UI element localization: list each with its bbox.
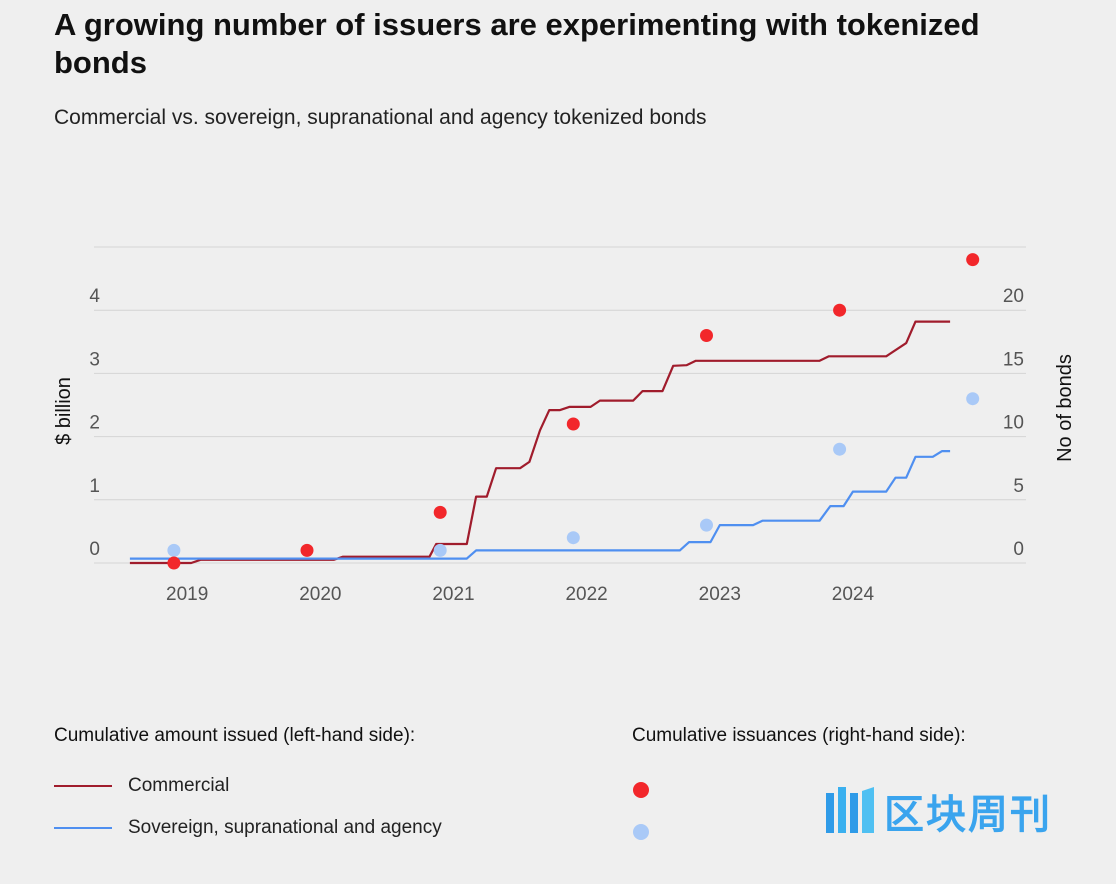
x-tick-label: 2020 [299, 584, 341, 605]
y-left-tick-label: 1 [89, 476, 100, 497]
dot-sovereign [966, 392, 980, 406]
dot-commercial [833, 303, 847, 317]
y-right-tick-label: 5 [1013, 476, 1024, 497]
x-tick-label: 2022 [565, 584, 607, 605]
legend-dot-sovereign [633, 824, 649, 840]
dot-sovereign [167, 543, 181, 557]
watermark-logo-icon [826, 787, 874, 833]
watermark: 区块周刊 [822, 782, 1052, 840]
y-right-axis-title: No of bonds [1054, 354, 1076, 462]
watermark-text: 区块周刊 [884, 792, 1052, 838]
legend-dot-commercial [633, 782, 649, 798]
y-left-axis-title: $ billion [53, 377, 75, 445]
dot-commercial [966, 253, 980, 267]
y-right-tick-label: 20 [1003, 286, 1024, 307]
y-left-tick-label: 3 [89, 349, 100, 370]
dot-commercial [566, 417, 580, 431]
x-tick-label: 2019 [166, 584, 208, 605]
chart-title: A growing number of issuers are experime… [54, 7, 980, 80]
legend-item-sovereign: Sovereign, supranational and agency [54, 817, 442, 839]
dot-commercial [433, 505, 447, 519]
y-right-tick-label: 0 [1013, 539, 1024, 560]
dot-sovereign [433, 543, 447, 557]
legend-line-sovereign [54, 827, 112, 829]
dot-commercial [300, 543, 314, 557]
y-right-tick-label: 10 [1003, 413, 1024, 434]
series-line-commercial [129, 320, 951, 565]
y-right-tick-label: 15 [1003, 349, 1024, 370]
y-left-tick-label: 2 [89, 413, 100, 434]
y-left-tick-label: 4 [89, 286, 100, 307]
x-tick-label: 2024 [832, 584, 875, 605]
series-line-sovereign [129, 450, 951, 560]
legend-label-commercial: Commercial [128, 775, 230, 796]
legend-label-sovereign: Sovereign, supranational and agency [128, 817, 442, 838]
dot-sovereign [700, 518, 713, 532]
legend-item-commercial: Commercial [54, 775, 229, 797]
dot-commercial [700, 329, 713, 342]
dot-commercial [167, 556, 181, 570]
legend-heading-left: Cumulative amount issued (left-hand side… [54, 725, 416, 746]
x-tick-label: 2021 [432, 584, 474, 605]
legend-line-commercial [54, 785, 112, 787]
dot-sovereign [566, 531, 580, 545]
chart-subtitle: Commercial vs. sovereign, supranational … [54, 106, 707, 129]
dot-sovereign [833, 442, 847, 456]
legend-heading-right: Cumulative issuances (right-hand side): [632, 725, 966, 746]
y-left-tick-label: 0 [89, 539, 100, 560]
x-tick-label: 2023 [699, 584, 741, 605]
